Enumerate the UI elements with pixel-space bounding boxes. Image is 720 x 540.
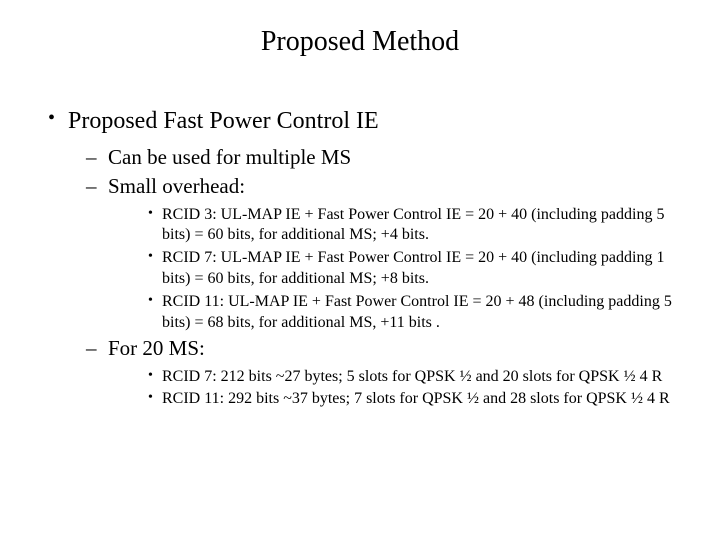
- slide-title: Proposed Method: [40, 26, 680, 58]
- l3-text: RCID 7: UL-MAP IE + Fast Power Control I…: [162, 249, 664, 287]
- bullet-list-level2: Can be used for multiple MS Small overhe…: [68, 144, 680, 410]
- l3-item: RCID 11: UL-MAP IE + Fast Power Control …: [108, 292, 680, 334]
- l1-item: Proposed Fast Power Control IE Can be us…: [40, 106, 680, 410]
- l3-text: RCID 3: UL-MAP IE + Fast Power Control I…: [162, 206, 664, 244]
- l1-text: Proposed Fast Power Control IE: [68, 108, 379, 134]
- l2-text: Can be used for multiple MS: [108, 145, 351, 169]
- l2-item: Can be used for multiple MS: [68, 144, 680, 171]
- l3-text: RCID 7: 212 bits ~27 bytes; 5 slots for …: [162, 368, 662, 385]
- bullet-list-level3: RCID 7: 212 bits ~27 bytes; 5 slots for …: [108, 367, 680, 411]
- l3-text: RCID 11: UL-MAP IE + Fast Power Control …: [162, 293, 672, 331]
- l3-item: RCID 7: 212 bits ~27 bytes; 5 slots for …: [108, 367, 680, 388]
- slide: Proposed Method Proposed Fast Power Cont…: [0, 0, 720, 540]
- l3-item: RCID 3: UL-MAP IE + Fast Power Control I…: [108, 205, 680, 247]
- bullet-list-level1: Proposed Fast Power Control IE Can be us…: [40, 106, 680, 410]
- bullet-list-level3: RCID 3: UL-MAP IE + Fast Power Control I…: [108, 205, 680, 334]
- l3-text: RCID 11: 292 bits ~37 bytes; 7 slots for…: [162, 390, 670, 407]
- l3-item: RCID 7: UL-MAP IE + Fast Power Control I…: [108, 248, 680, 290]
- l2-text: For 20 MS:: [108, 336, 205, 360]
- l2-item: Small overhead: RCID 3: UL-MAP IE + Fast…: [68, 173, 680, 333]
- l3-item: RCID 11: 292 bits ~37 bytes; 7 slots for…: [108, 389, 680, 410]
- l2-item: For 20 MS: RCID 7: 212 bits ~27 bytes; 5…: [68, 335, 680, 410]
- l2-text: Small overhead:: [108, 174, 245, 198]
